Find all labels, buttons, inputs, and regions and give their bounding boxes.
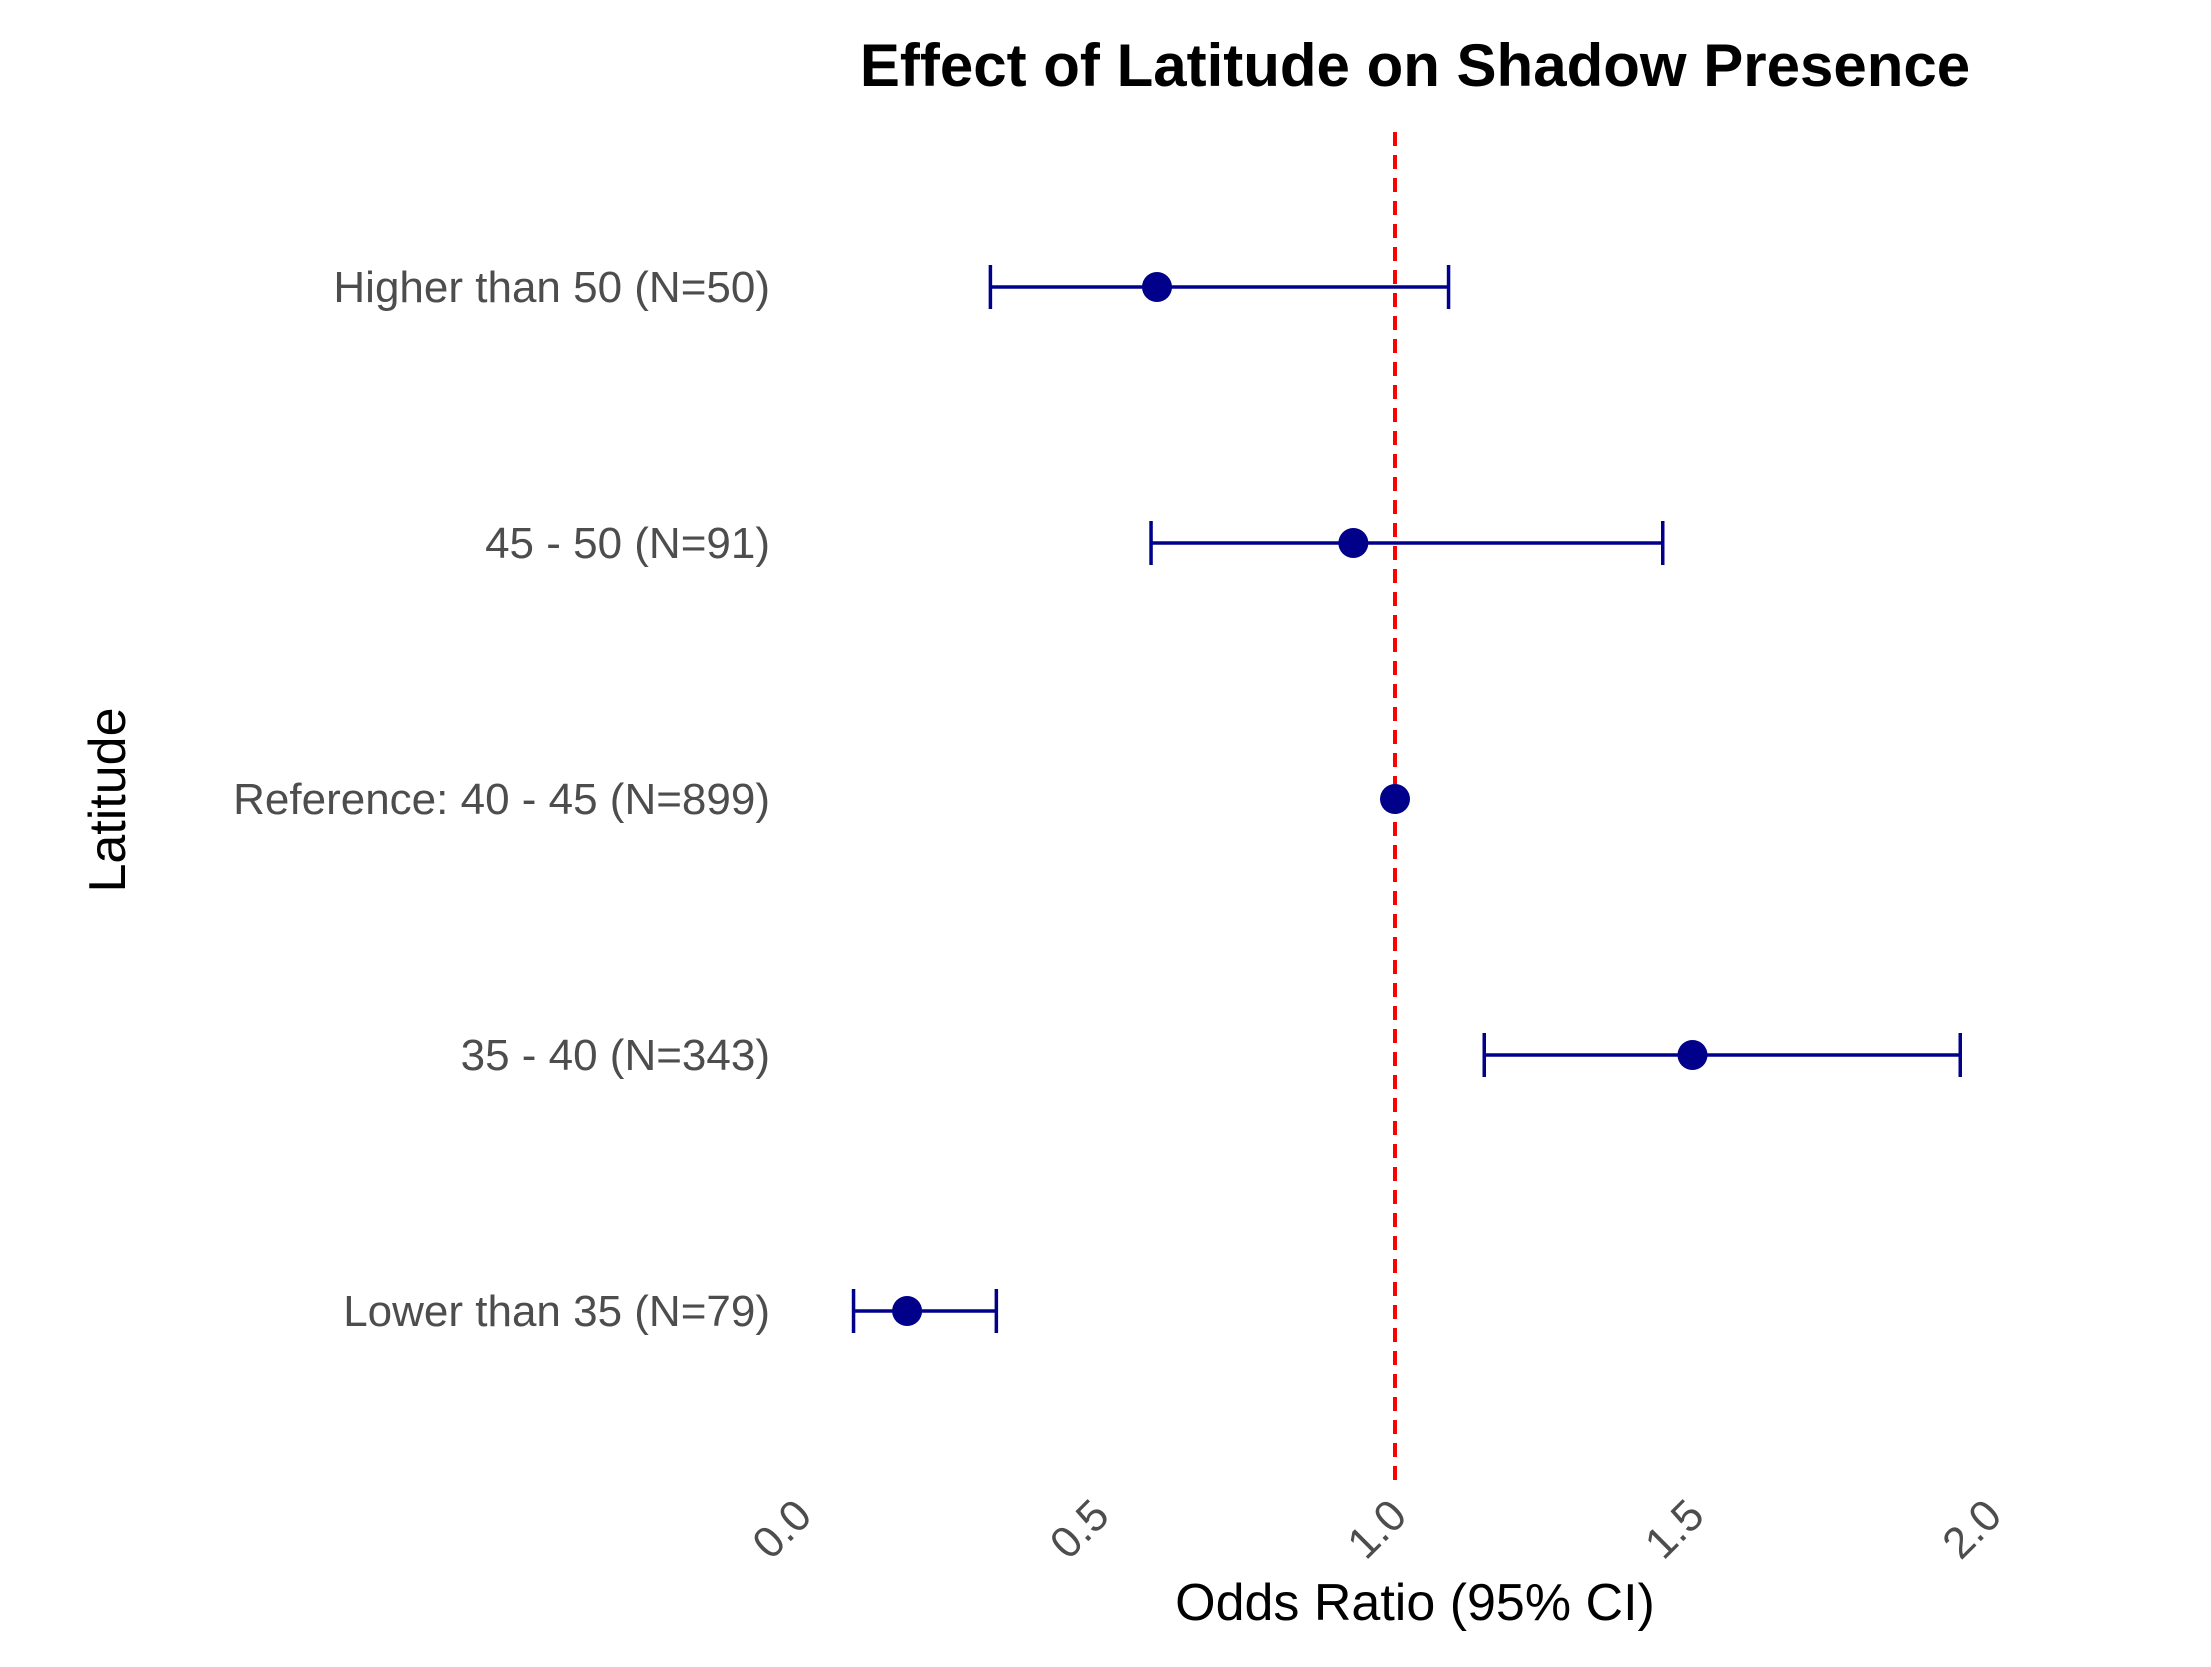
- error-bar: [851, 1289, 999, 1333]
- category-label: 35 - 40 (N=343): [461, 1031, 770, 1080]
- error-bar: [988, 265, 1451, 309]
- error-bar: [1149, 521, 1665, 565]
- estimate-point: [1142, 272, 1172, 302]
- error-bar: [1482, 1033, 1962, 1077]
- category-label: Higher than 50 (N=50): [333, 263, 770, 312]
- chart-title: Effect of Latitude on Shadow Presence: [860, 32, 1970, 99]
- category-label: 45 - 50 (N=91): [485, 519, 770, 568]
- estimate-point: [1380, 784, 1410, 814]
- plot-marks: [851, 265, 1962, 1333]
- y-category-labels: Higher than 50 (N=50) 45 - 50 (N=91) Refer…: [233, 263, 770, 1336]
- category-label: Reference: 40 - 45 (N=899): [233, 775, 770, 824]
- y-axis-title: Latitude: [79, 707, 137, 892]
- estimate-point: [892, 1296, 923, 1326]
- x-axis-title: Odds Ratio (95% CI): [1175, 1574, 1655, 1632]
- x-tick-label: 1.0: [1338, 1490, 1416, 1568]
- category-label: Lower than 35 (N=79): [343, 1287, 770, 1336]
- x-tick-label: 0.0: [743, 1490, 821, 1568]
- x-tick-label: 1.5: [1636, 1490, 1714, 1568]
- x-tick-label: 0.5: [1041, 1490, 1119, 1568]
- x-tick-labels: 0.0 0.5 1.0 1.5 2.0: [743, 1490, 2011, 1568]
- estimate-point: [1677, 1040, 1708, 1070]
- x-tick-label: 2.0: [1933, 1490, 2011, 1568]
- estimate-point: [1338, 528, 1369, 558]
